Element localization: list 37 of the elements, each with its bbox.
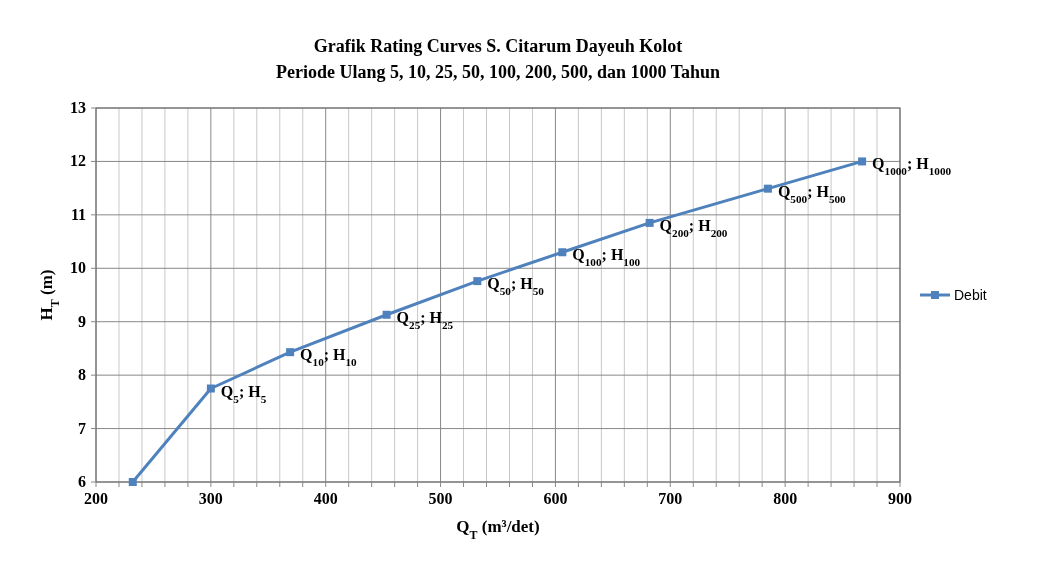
x-tick-label: 900 <box>888 490 912 507</box>
annotation: Q$_{10}$; H$_{10}$ <box>300 346 358 369</box>
y-tick-label: 7 <box>78 419 86 437</box>
x-tick-label: 600 <box>543 490 568 507</box>
x-tick-label: 700 <box>658 490 683 507</box>
annotation: Q$_{200}$; H$_{200}$ <box>659 216 728 239</box>
legend-label: Debit <box>954 287 987 303</box>
chart-title: Grafik Rating Curves S. Citarum Dayeuh Kolot <box>313 36 683 56</box>
point <box>645 218 654 227</box>
y-tick-label: 10 <box>70 259 86 277</box>
point <box>558 248 567 257</box>
point <box>473 277 482 286</box>
chart-subtitle: Periode Ulang 5, 10, 25, 50, 100, 200, 500, dan 1000 Tahun <box>275 62 721 82</box>
y-tick-label: 8 <box>78 366 86 384</box>
x-tick-label: 500 <box>428 490 453 507</box>
y-tick-label: 12 <box>70 152 86 170</box>
y-tick-label: 6 <box>78 473 86 490</box>
point <box>858 157 867 166</box>
annotation: Q$_{25}$; H$_{25}$ <box>396 308 454 331</box>
point <box>286 348 295 357</box>
point <box>128 478 137 486</box>
y-tick-label: 9 <box>78 312 86 330</box>
x-tick-label: 300 <box>198 490 223 507</box>
point <box>763 184 772 193</box>
point <box>206 384 215 393</box>
x-axis-title: Q$_{T}$ (m³/det) <box>456 517 540 542</box>
x-tick-label: 400 <box>313 490 338 507</box>
y-tick-label: 13 <box>70 99 86 116</box>
annotation: Q$_{5}$; H$_{5}$ <box>220 382 267 405</box>
annotation: Q$_{500}$; H$_{500}$ <box>777 182 847 205</box>
annotation: Q$_{50}$; H$_{50}$ <box>487 275 545 298</box>
y-tick-label: 11 <box>70 205 86 223</box>
x-tick-label: 200 <box>84 490 108 507</box>
annotation: Q$_{1000}$; H$_{1000}$ <box>872 155 952 178</box>
x-tick-label: 800 <box>773 490 798 507</box>
annotation: Q$_{100}$; H$_{100}$ <box>572 246 641 269</box>
point <box>382 310 391 319</box>
